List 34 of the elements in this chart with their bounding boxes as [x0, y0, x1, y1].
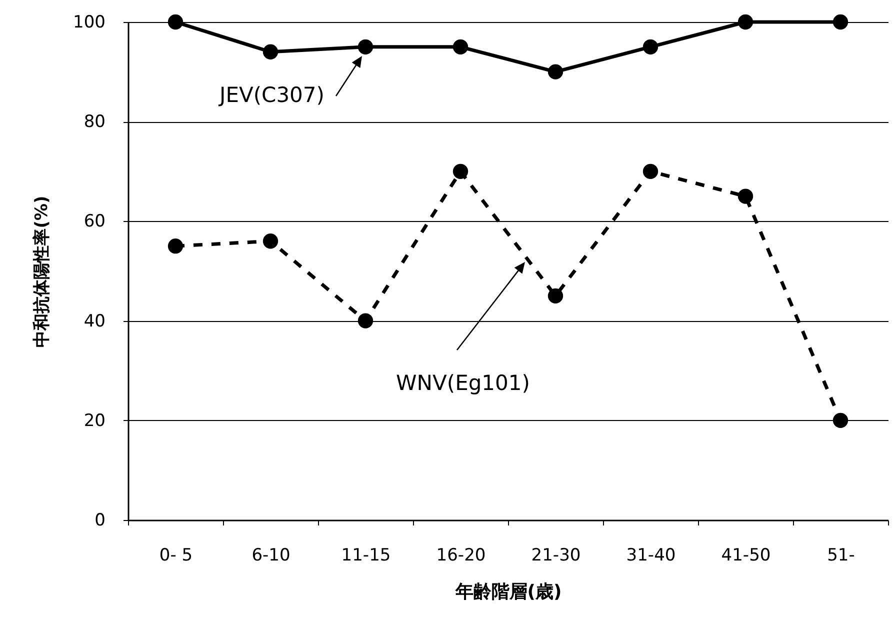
x-tick-label: 21-30 [531, 546, 581, 566]
x-tick-label: 51- [827, 546, 855, 566]
series-label: JEV(C307) [218, 83, 324, 107]
point [168, 238, 184, 254]
y-tick-label: 40 [84, 311, 106, 332]
point [452, 164, 468, 179]
point [642, 164, 658, 179]
point [358, 313, 374, 328]
point [738, 14, 754, 30]
x-tick-label: 0- 5 [159, 546, 193, 566]
x-tick-label: 6-10 [252, 546, 290, 566]
point [548, 288, 564, 304]
x-axis-title: 年齢階層(歳) [454, 582, 562, 602]
y-tick-label: 80 [84, 112, 106, 132]
x-tick-label: 41-50 [721, 546, 771, 566]
x-tick-label: 11-15 [341, 546, 391, 566]
point [832, 14, 848, 30]
point [642, 39, 658, 54]
point [548, 64, 564, 80]
y-tick-label: 0 [94, 510, 106, 530]
x-tick-label: 31-40 [626, 546, 676, 566]
point [358, 39, 374, 54]
text: WNV(Eg101) [396, 371, 530, 395]
point [452, 39, 468, 54]
y-tick-label: 20 [84, 410, 106, 431]
x-tick-label: 16-20 [436, 546, 486, 566]
point [832, 412, 848, 428]
y-tick-label: 100 [73, 12, 106, 32]
point [262, 44, 278, 60]
point [738, 188, 754, 204]
y-axis-title: 中和抗体陽性率(%) [32, 196, 52, 348]
y-tick-label: 60 [84, 212, 106, 232]
point [168, 14, 184, 30]
point [262, 234, 278, 249]
